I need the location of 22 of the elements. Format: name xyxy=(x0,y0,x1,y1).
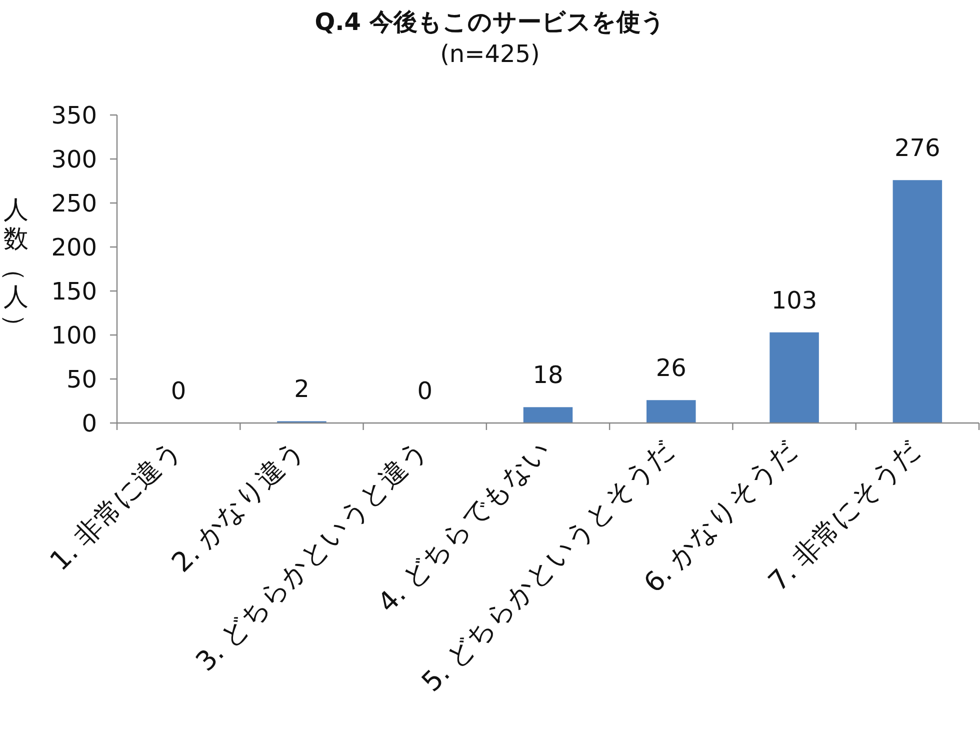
y-axis-title: 人数（人） xyxy=(0,195,30,339)
y-tick-label: 250 xyxy=(51,189,97,218)
data-label: 103 xyxy=(771,286,818,314)
y-tick-label: 0 xyxy=(82,409,97,438)
bar xyxy=(523,407,573,423)
data-label: 26 xyxy=(656,354,686,382)
y-tick-label: 200 xyxy=(51,233,97,262)
data-label: 18 xyxy=(532,361,564,390)
y-tick-label: 350 xyxy=(51,101,97,130)
data-label: 276 xyxy=(894,134,940,162)
y-tick-label: 300 xyxy=(51,145,97,174)
bar xyxy=(646,400,696,423)
y-tick-label: 50 xyxy=(66,365,97,394)
bar xyxy=(770,332,819,423)
data-label: 0 xyxy=(170,377,186,405)
y-tick-label: 150 xyxy=(51,277,97,306)
chart-subtitle: (n=425) xyxy=(440,40,540,68)
y-tick-label: 100 xyxy=(51,321,97,350)
bar xyxy=(892,180,942,423)
data-label: 2 xyxy=(294,375,310,404)
data-label: 0 xyxy=(417,377,432,405)
chart-title: Q.4 今後もこのサービスを使う xyxy=(314,8,666,36)
